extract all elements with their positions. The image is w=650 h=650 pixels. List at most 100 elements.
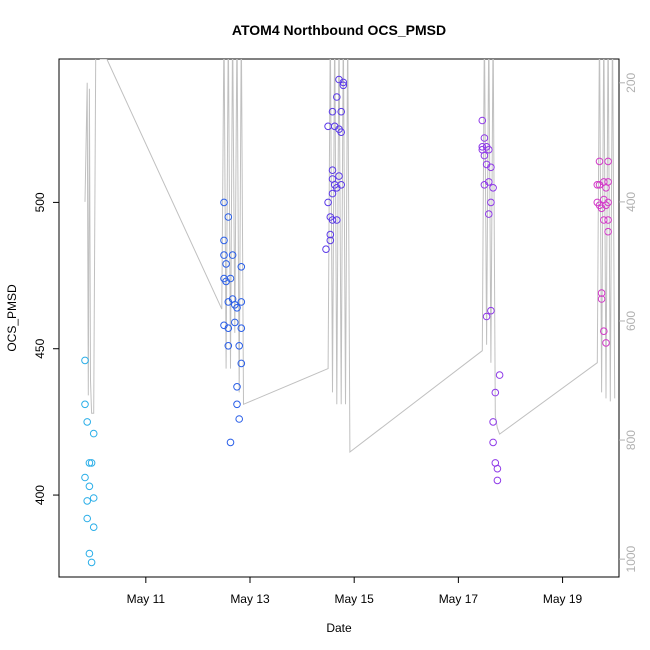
scatter-point — [233, 400, 241, 409]
chart-title: ATOM4 Northbound OCS_PMSD — [232, 22, 446, 38]
y2-tick-label: 200 — [624, 72, 638, 92]
scatter-point — [478, 116, 487, 125]
y-axis-right: 200 400 600 800 1000 — [619, 72, 638, 572]
scatter-point — [485, 210, 493, 218]
scatter-point — [339, 81, 348, 90]
x-axis: May 11 May 13 May 15 May 17 May 19 — [127, 577, 583, 606]
scatter-point — [237, 263, 246, 271]
scatter-point — [333, 216, 341, 224]
scatter-point — [237, 359, 246, 368]
scatter-point — [493, 464, 502, 473]
scatter-point — [482, 312, 491, 321]
scatter-point — [228, 251, 237, 259]
scatter-point — [83, 418, 91, 426]
scatter-point — [83, 497, 91, 505]
scatter-point — [89, 523, 98, 532]
scatter-point — [604, 157, 612, 166]
y2-tick-label: 600 — [624, 311, 638, 331]
scatter-point — [593, 181, 602, 189]
scatter-point — [485, 145, 493, 154]
scatter-point — [233, 383, 241, 391]
scatter-point — [224, 324, 233, 333]
scatter-point — [337, 107, 346, 116]
line-trace — [84, 59, 616, 454]
scatter-point — [89, 429, 98, 438]
scatter-point — [604, 198, 612, 207]
scatter-point — [480, 151, 489, 160]
scatter-point — [604, 178, 612, 186]
scatter-point — [226, 438, 235, 447]
scatter-point — [237, 324, 246, 333]
scatter-point — [222, 260, 230, 268]
scatter-point — [237, 298, 246, 306]
scatter-point — [81, 400, 89, 409]
series-line — [84, 59, 616, 454]
y2-tick-label: 400 — [624, 192, 638, 212]
scatter-point — [595, 157, 604, 166]
scatter-point — [324, 198, 332, 207]
scatter-point — [233, 304, 241, 312]
y-tick-label: 450 — [33, 338, 47, 358]
scatter-point — [489, 438, 497, 447]
scatter-point — [324, 122, 332, 131]
scatter-point — [87, 558, 96, 567]
y-axis-left: 400 450 500 — [33, 192, 59, 505]
scatter-point — [224, 213, 233, 221]
scatter-point — [339, 78, 348, 87]
y-tick-label: 500 — [33, 192, 47, 212]
scatter-point — [328, 216, 337, 224]
y2-tick-label: 1000 — [624, 545, 638, 572]
scatter-point — [480, 134, 489, 142]
scatter-point — [226, 274, 235, 283]
scatter-point — [220, 236, 228, 245]
scatter-point — [326, 236, 335, 245]
y-axis-label: OCS_PMSD — [5, 284, 19, 352]
scatter-point — [89, 494, 98, 502]
scatter-point — [235, 415, 243, 423]
scatter-point — [485, 178, 493, 186]
scatter-point — [85, 459, 94, 467]
scatter-point — [487, 163, 495, 172]
y-tick-label: 400 — [33, 485, 47, 505]
x-tick-label: May 15 — [335, 592, 375, 606]
y2-tick-label: 800 — [624, 430, 638, 450]
scatter-point — [597, 289, 606, 297]
scatter-point — [85, 549, 94, 558]
scatter-point — [604, 227, 612, 236]
x-tick-label: May 19 — [543, 592, 583, 606]
scatter-point — [328, 189, 337, 198]
scatter-point — [81, 356, 89, 365]
scatter-point — [322, 245, 330, 253]
x-tick-label: May 11 — [127, 592, 166, 606]
scatter-point — [337, 181, 346, 189]
scatter-point — [87, 459, 96, 467]
scatter-point — [326, 230, 335, 239]
scatter-point — [328, 107, 337, 116]
scatter-point — [335, 172, 343, 180]
scatter-point — [600, 327, 608, 336]
x-axis-label: Date — [326, 621, 352, 635]
scatter-point — [337, 128, 346, 136]
x-tick-label: May 17 — [439, 592, 479, 606]
scatter-point — [231, 318, 239, 327]
x-tick-label: May 13 — [230, 592, 270, 606]
data-points — [81, 75, 612, 567]
scatter-point — [235, 342, 243, 350]
scatter-point — [487, 198, 495, 207]
scatter-point — [224, 342, 233, 350]
scatter-point — [487, 306, 495, 315]
scatter-point — [491, 388, 500, 397]
scatter-point — [604, 216, 612, 224]
scatter-point — [220, 198, 228, 207]
scatter-point — [493, 476, 502, 485]
scatter-point — [83, 514, 91, 523]
scatter-point — [489, 418, 497, 426]
scatter-point — [489, 184, 497, 192]
scatter-point — [85, 482, 94, 491]
scatter-point — [600, 216, 608, 224]
scatter-point — [495, 371, 504, 379]
scatter-point — [328, 166, 337, 174]
scatter-point — [597, 295, 606, 303]
scatter-point — [602, 339, 610, 347]
